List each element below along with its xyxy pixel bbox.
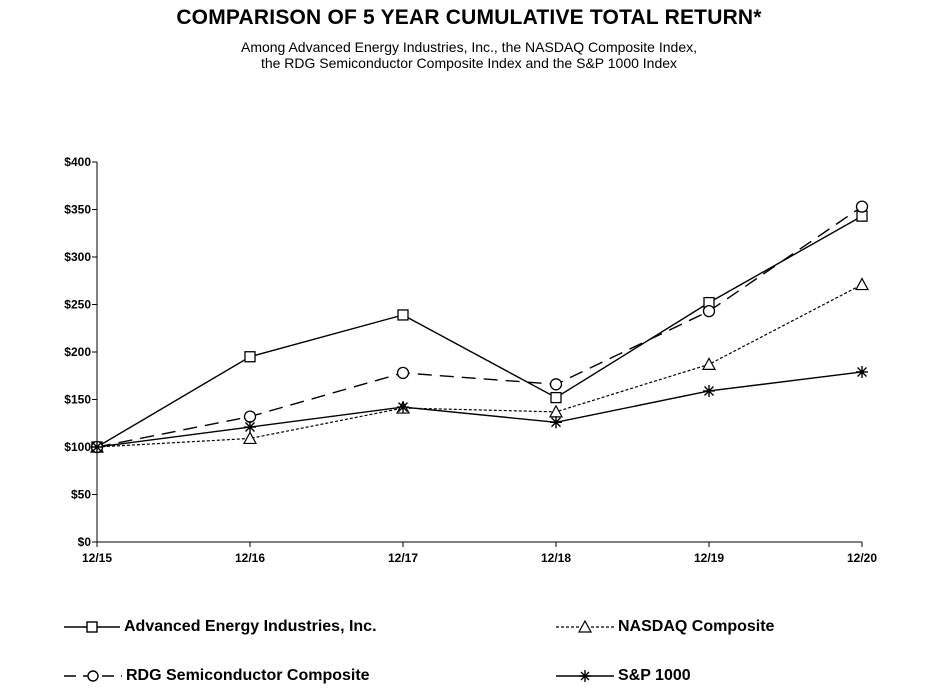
data-point-circle xyxy=(396,366,410,380)
data-point-star xyxy=(397,401,409,414)
y-tick-label: $200 xyxy=(64,345,91,359)
data-point-square xyxy=(244,351,256,363)
data-point-star xyxy=(91,441,103,453)
y-tick-label: $400 xyxy=(64,155,91,169)
legend-symbol-square-icon xyxy=(64,621,120,633)
data-point-star xyxy=(703,384,715,397)
y-tick-label: $300 xyxy=(64,250,91,264)
y-tick-label: $250 xyxy=(64,298,91,312)
data-point-square xyxy=(397,309,409,321)
x-tick-label: 12/18 xyxy=(541,551,571,565)
data-point-star xyxy=(244,421,256,434)
data-point-circle xyxy=(243,410,257,423)
legend-symbol-star-icon xyxy=(556,670,614,682)
chart-title: COMPARISON OF 5 YEAR CUMULATIVE TOTAL RE… xyxy=(176,6,762,29)
legend-item-nasdaq: NASDAQ Composite xyxy=(556,616,774,638)
x-tick-label: 12/15 xyxy=(82,551,112,565)
data-point-circle xyxy=(549,378,563,391)
legend-label: NASDAQ Composite xyxy=(618,618,775,635)
series-line-0 xyxy=(96,215,863,448)
legend-label: RDG Semiconductor Composite xyxy=(126,667,370,684)
x-tick-label: 12/20 xyxy=(847,551,877,565)
series-line-2 xyxy=(96,206,863,448)
legend-symbol-triangle-icon xyxy=(556,619,614,633)
x-tick-label: 12/19 xyxy=(694,551,724,565)
y-tick-label: $100 xyxy=(64,440,91,454)
legend-label: Advanced Energy Industries, Inc. xyxy=(124,618,377,635)
data-point-star xyxy=(550,416,562,429)
y-tick-label: $0 xyxy=(78,535,92,549)
data-point-triangle xyxy=(548,404,564,418)
data-point-triangle xyxy=(242,431,258,445)
series-line-3 xyxy=(96,371,863,448)
data-point-triangle xyxy=(854,277,870,291)
x-tick-label: 12/16 xyxy=(235,551,265,565)
data-point-circle xyxy=(855,200,869,213)
data-point-triangle xyxy=(701,357,717,370)
y-tick-label: $350 xyxy=(64,203,91,217)
legend-symbol-circle-icon xyxy=(64,670,122,682)
data-point-square xyxy=(550,391,562,404)
data-point-star xyxy=(856,365,868,378)
chart-subtitle-line-1: Among Advanced Energy Industries, Inc., … xyxy=(240,39,697,55)
data-point-circle xyxy=(702,304,716,318)
y-tick-label: $150 xyxy=(64,393,91,407)
chart-subtitle-line-2: the RDG Semiconductor Composite Index an… xyxy=(260,55,678,71)
legend-item-advanced-energy: Advanced Energy Industries, Inc. xyxy=(64,616,377,638)
x-tick-label: 12/17 xyxy=(388,551,418,565)
legend-label: S&P 1000 xyxy=(618,667,691,684)
y-tick-label: $50 xyxy=(71,488,91,502)
legend-item-sp1000: S&P 1000 xyxy=(556,665,691,687)
series-line-1 xyxy=(96,284,863,448)
legend-item-rdg-semiconductor: RDG Semiconductor Composite xyxy=(64,665,370,687)
